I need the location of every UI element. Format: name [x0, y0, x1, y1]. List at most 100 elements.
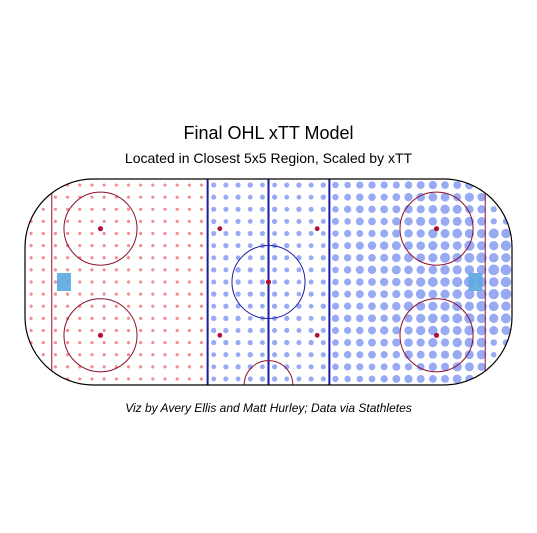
- xtt-point: [176, 208, 179, 211]
- xtt-point: [321, 316, 326, 321]
- xtt-point: [248, 219, 253, 224]
- xtt-point: [368, 181, 375, 188]
- xtt-point: [416, 266, 424, 274]
- xtt-point: [54, 220, 57, 223]
- xtt-point: [356, 351, 363, 358]
- xtt-point: [176, 341, 179, 344]
- xtt-point: [381, 194, 388, 201]
- xtt-point: [115, 329, 118, 332]
- xtt-point: [369, 363, 376, 370]
- xtt-point: [272, 364, 277, 369]
- xtt-point: [103, 377, 106, 380]
- faceoff-dot: [217, 226, 222, 231]
- xtt-point: [321, 207, 326, 212]
- xtt-point: [488, 265, 499, 276]
- xtt-point: [115, 305, 118, 308]
- xtt-point: [29, 268, 32, 271]
- xtt-point: [356, 303, 363, 310]
- xtt-point: [90, 232, 93, 235]
- xtt-point: [66, 220, 69, 223]
- xtt-point: [139, 268, 142, 271]
- xtt-point: [248, 182, 253, 187]
- xtt-point: [440, 290, 449, 299]
- xtt-point: [139, 196, 142, 199]
- xtt-point: [139, 208, 142, 211]
- xtt-point: [139, 377, 142, 380]
- xtt-point: [151, 293, 154, 296]
- xtt-point: [127, 232, 130, 235]
- xtt-point: [211, 243, 216, 248]
- xtt-point: [284, 231, 289, 236]
- xtt-point: [90, 208, 93, 211]
- xtt-point: [54, 365, 57, 368]
- xtt-point: [42, 329, 45, 332]
- xtt-point: [151, 232, 154, 235]
- xtt-point: [380, 302, 388, 310]
- xtt-point: [54, 183, 57, 186]
- xtt-point: [392, 241, 401, 250]
- xtt-point: [54, 268, 57, 271]
- xtt-point: [368, 254, 376, 262]
- xtt-point: [309, 207, 314, 212]
- xtt-point: [429, 375, 437, 383]
- xtt-point: [441, 217, 450, 226]
- xtt-point: [235, 195, 240, 200]
- xtt-point: [176, 183, 179, 186]
- xtt-point: [308, 340, 313, 345]
- xtt-point: [29, 280, 32, 283]
- xtt-point: [29, 196, 32, 199]
- xtt-point: [115, 244, 118, 247]
- xtt-point: [163, 353, 166, 356]
- xtt-point: [344, 327, 351, 334]
- xtt-point: [139, 220, 142, 223]
- xtt-point: [392, 193, 400, 201]
- xtt-point: [54, 305, 57, 308]
- xtt-point: [356, 339, 364, 347]
- xtt-point: [297, 195, 302, 200]
- xtt-point: [223, 328, 228, 333]
- xtt-point: [272, 340, 277, 345]
- xtt-point: [344, 206, 351, 213]
- xtt-point: [452, 277, 462, 287]
- xtt-point: [284, 377, 289, 382]
- xtt-point: [272, 219, 277, 224]
- xtt-point: [272, 304, 277, 309]
- xtt-point: [356, 230, 363, 237]
- xtt-point: [115, 293, 118, 296]
- xtt-point: [404, 302, 413, 311]
- xtt-point: [115, 220, 118, 223]
- faceoff-dot: [434, 226, 439, 231]
- xtt-point: [211, 364, 216, 369]
- xtt-point: [321, 328, 326, 333]
- xtt-point: [380, 339, 388, 347]
- xtt-point: [489, 314, 498, 323]
- xtt-point: [176, 244, 179, 247]
- xtt-point: [440, 277, 449, 286]
- xtt-point: [151, 305, 154, 308]
- xtt-point: [332, 242, 339, 249]
- xtt-point: [428, 241, 437, 250]
- xtt-point: [284, 255, 289, 260]
- xtt-point: [248, 267, 253, 272]
- xtt-point: [176, 196, 179, 199]
- xtt-point: [321, 182, 326, 187]
- xtt-point: [453, 217, 462, 226]
- xtt-point: [163, 232, 166, 235]
- xtt-point: [368, 314, 376, 322]
- xtt-point: [115, 208, 118, 211]
- xtt-point: [393, 351, 401, 359]
- xtt-point: [29, 353, 32, 356]
- xtt-point: [188, 317, 191, 320]
- xtt-point: [501, 277, 511, 287]
- xtt-point: [297, 267, 302, 272]
- xtt-point: [272, 328, 277, 333]
- xtt-point: [332, 267, 339, 274]
- xtt-point: [90, 341, 93, 344]
- xtt-point: [54, 232, 57, 235]
- xtt-point: [296, 328, 301, 333]
- xtt-point: [368, 326, 376, 334]
- xtt-point: [404, 290, 413, 299]
- xtt-point: [272, 292, 277, 297]
- xtt-point: [416, 289, 426, 299]
